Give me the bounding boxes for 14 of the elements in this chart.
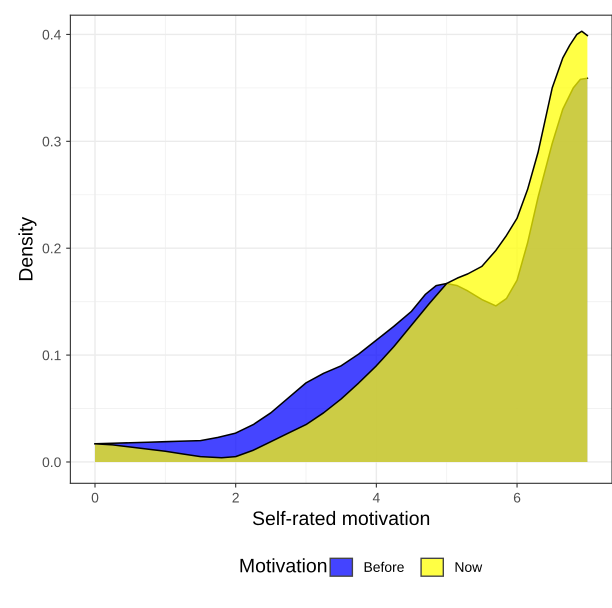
y-axis-title: Density [18, 216, 36, 280]
legend-title: Motivation [240, 558, 326, 572]
y-tick-label: 0.3 [42, 136, 61, 146]
y-tick-label: 0.0 [42, 457, 61, 468]
legend-label: Before [364, 562, 404, 572]
x-tick-label: 0 [92, 492, 98, 503]
x-axis-title: Self-rated motivation [252, 510, 430, 526]
legend-label: Now [456, 562, 482, 572]
y-tick-label: 0.1 [42, 350, 61, 360]
x-tick-label: 2 [232, 492, 239, 502]
x-tick-label: 4 [372, 492, 380, 502]
y-tick-label: 0.2 [42, 244, 61, 254]
y-tick-label: 0.4 [42, 30, 61, 40]
x-tick-label: 6 [514, 492, 520, 503]
